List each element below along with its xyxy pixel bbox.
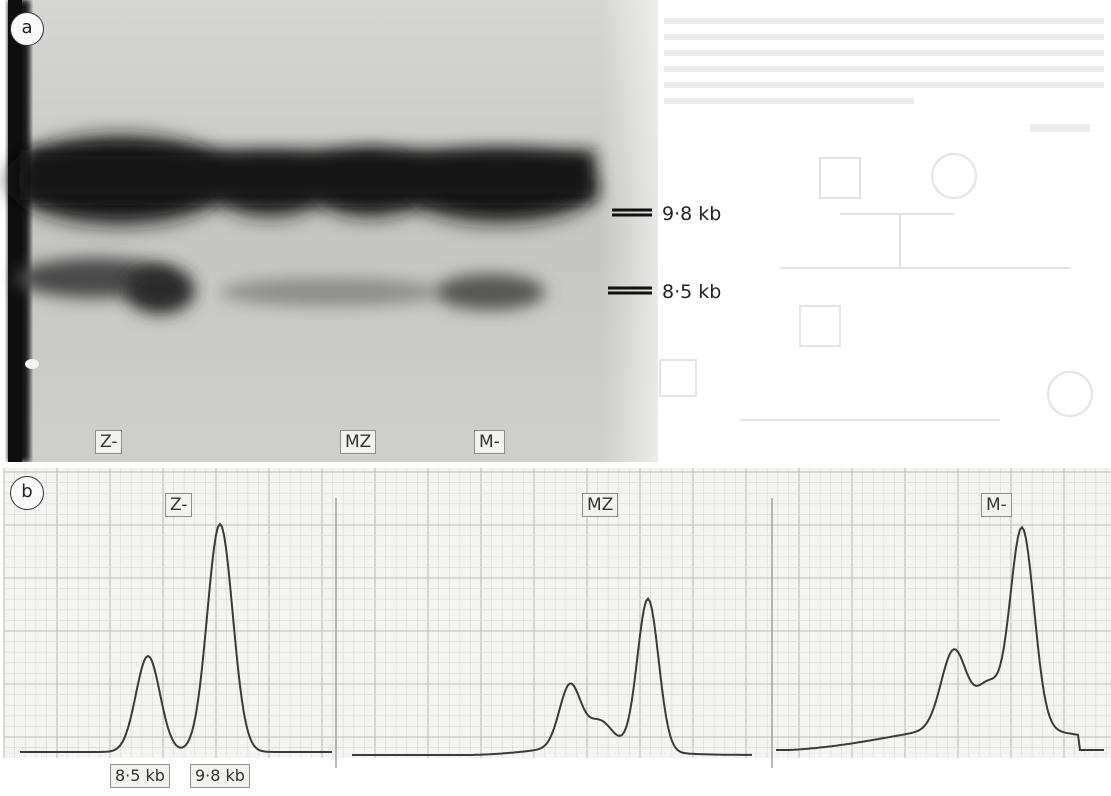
marker-label-9-8kb: 9·8 kb <box>662 203 722 225</box>
autoradiograph-image <box>8 0 1104 462</box>
panel-a-label: a <box>10 12 44 46</box>
lane-label-mz: MZ <box>340 430 377 454</box>
peak-label-8-5kb: 8·5 kb <box>110 764 170 788</box>
trace-label-z-minus: Z- <box>165 493 193 517</box>
trace-m-minus <box>776 525 1104 751</box>
panel-a-autoradiograph: a 9·8 kb 8·5 kb Z- MZ M- <box>8 0 1104 462</box>
panel-b-label: b <box>10 476 44 510</box>
bleed-through-text <box>664 18 1104 132</box>
marker-label-8-5kb: 8·5 kb <box>662 281 722 303</box>
band-9-8kb <box>10 136 595 224</box>
trace-z-minus <box>20 522 332 753</box>
panel-b-densitometer: b Z- MZ M- 8·5 kb 9·8 kb <box>0 468 1111 792</box>
peak-label-9-8kb: 9·8 kb <box>190 764 250 788</box>
bleed-through-pedigree <box>659 153 1093 421</box>
trace-label-mz: MZ <box>582 493 619 517</box>
lane-label-m-minus: M- <box>474 430 505 454</box>
trace-label-m-minus: M- <box>981 493 1012 517</box>
trace-mz <box>352 597 752 756</box>
lane-label-z-minus: Z- <box>95 430 123 454</box>
band-8-5kb <box>15 258 545 314</box>
